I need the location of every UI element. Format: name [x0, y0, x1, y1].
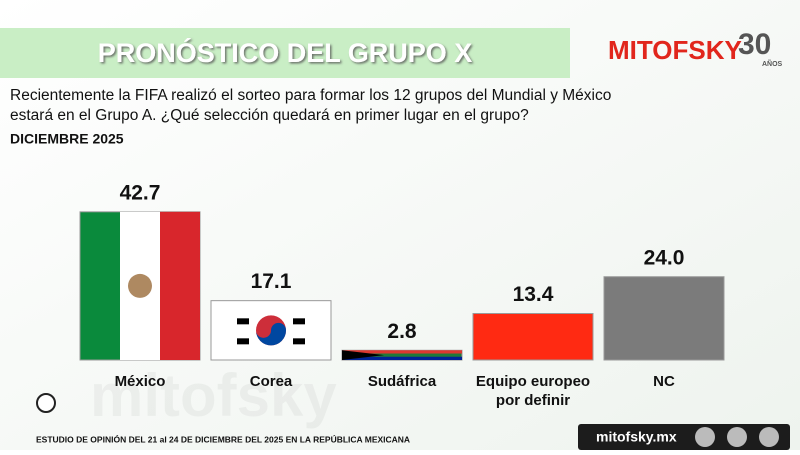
x-tick-label: México	[114, 373, 166, 390]
bar	[472, 313, 594, 361]
chart-title: PRONÓSTICO DEL GRUPO X	[98, 37, 473, 68]
category-box: NC	[653, 373, 675, 390]
flag-trigram	[237, 318, 249, 325]
youtube-icon[interactable]	[759, 427, 779, 447]
x-tick-label: NC	[653, 373, 675, 390]
category-box: Corea	[249, 373, 293, 390]
x-tick-label: Sudáfrica	[367, 373, 437, 390]
title-band	[0, 28, 570, 78]
flag-emblem	[256, 322, 286, 346]
category-box: Sudáfrica	[367, 373, 437, 390]
brand-years: 30	[738, 28, 771, 61]
bar	[603, 276, 725, 361]
category-box: Equipo europeo por definir	[475, 373, 591, 409]
value-label: 17.1	[251, 270, 292, 293]
brand-years-label: AÑOS	[762, 59, 783, 68]
flag-stripe	[160, 211, 200, 360]
x-tick-label: Corea	[249, 373, 293, 390]
value-label: 2.8	[387, 320, 417, 343]
value-label: 24.0	[644, 246, 685, 269]
value-label: 13.4	[513, 283, 554, 306]
x-tick-label: Equipo europeo por definir	[475, 373, 591, 409]
value-label: 42.7	[120, 181, 161, 204]
flag-trigram	[293, 318, 305, 325]
brand: MITOFSKY	[608, 35, 742, 65]
subtitle: Recientemente la FIFA realizó el sorteo …	[10, 87, 612, 124]
website[interactable]: mitofsky.mx	[596, 429, 677, 445]
flag-trigram	[237, 338, 249, 345]
flag-stripe	[342, 350, 462, 354]
footnote: ESTUDIO DE OPINIÓN DEL 21 al 24 DE DICIE…	[36, 433, 410, 444]
flag-stripe	[342, 356, 462, 360]
date: DICIEMBRE 2025	[10, 131, 124, 147]
flag-stripe	[342, 350, 384, 360]
subtitle-box: Recientemente la FIFA realizó el sorteo …	[10, 87, 612, 124]
facebook-icon[interactable]	[727, 427, 747, 447]
flag-emblem	[128, 273, 152, 298]
flag-trigram	[293, 338, 305, 345]
category-box: México	[114, 373, 166, 390]
watermark: mitofsky	[90, 362, 337, 429]
ball-icon	[36, 393, 56, 413]
x-icon[interactable]	[695, 427, 715, 447]
